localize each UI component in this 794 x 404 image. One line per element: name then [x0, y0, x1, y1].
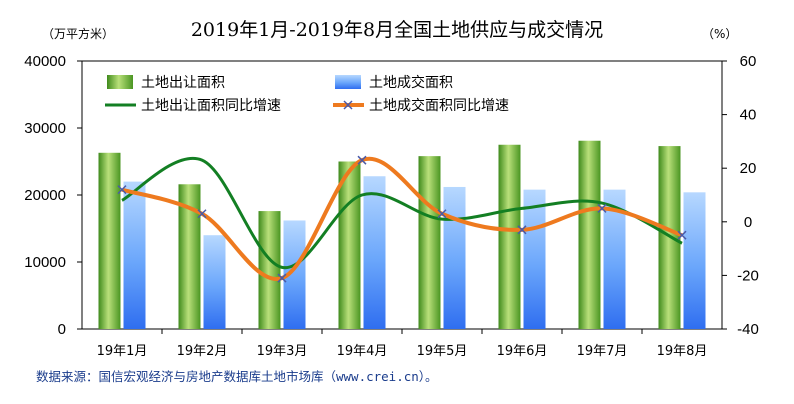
- marker-deal-growth-1: [117, 185, 127, 195]
- ticks-group: 0 10000 20000 30000 40000 -40 -20 0 20 40 60 19年1月 1…: [24, 53, 759, 359]
- right-tick-label: -20: [737, 267, 759, 284]
- bar-6-land-supply: [498, 144, 521, 329]
- right-tick-label: 0: [744, 214, 752, 231]
- marker-deal-growth-3: [277, 273, 287, 283]
- left-tick-label: 0: [58, 321, 66, 338]
- legend-swatch-bar1: [107, 75, 133, 89]
- right-tick-label: 20: [740, 160, 757, 177]
- category-label-2: 19年2月: [177, 344, 228, 359]
- left-tick-label: 30000: [24, 120, 66, 137]
- legend-label-line2: 土地成交面积同比增速: [369, 97, 509, 114]
- left-tick-label: 40000: [24, 53, 66, 70]
- legend: 土地出让面积 土地成交面积 土地出让面积同比增速 土地成交面积同比增速: [105, 74, 509, 114]
- right-axis-unit: （%）: [702, 27, 737, 41]
- line-land-supply-growth: [121, 156, 683, 269]
- line-land-deal-growth: [121, 156, 683, 281]
- category-label-8: 19年8月: [657, 344, 708, 359]
- marker-deal-growth-5: [437, 209, 447, 219]
- legend-marker-line2: [343, 100, 353, 110]
- bar-3-land-deal: [283, 220, 306, 329]
- bar-8-land-deal: [683, 192, 706, 329]
- right-tick-label: 60: [740, 53, 757, 70]
- left-tick-label: 10000: [24, 254, 66, 271]
- marker-deal-growth-7: [597, 203, 607, 213]
- bar-2-land-supply: [178, 184, 201, 329]
- bar-3-land-supply: [258, 211, 281, 329]
- bar-4-land-deal: [363, 176, 386, 329]
- bar-2-land-deal: [203, 235, 226, 329]
- category-label-3: 19年3月: [257, 344, 308, 359]
- right-tick-label: -40: [737, 321, 759, 338]
- marker-deal-growth-4: [357, 155, 367, 165]
- category-label-5: 19年5月: [417, 344, 468, 359]
- category-label-1: 19年1月: [97, 344, 148, 359]
- bar-5-land-supply: [418, 156, 441, 329]
- legend-label-bar1: 土地出让面积: [141, 75, 225, 91]
- legend-swatch-bar2: [335, 75, 361, 89]
- marker-deal-growth-6: [517, 225, 527, 235]
- bar-5-land-deal: [443, 186, 466, 329]
- category-label-7: 19年7月: [577, 344, 628, 359]
- legend-label-bar2: 土地成交面积: [369, 74, 453, 91]
- category-label-6: 19年6月: [497, 344, 548, 359]
- marker-deal-growth-2: [197, 209, 207, 219]
- marker-deal-growth-8: [677, 230, 687, 240]
- category-label-4: 19年4月: [337, 344, 388, 359]
- bar-6-land-deal: [523, 189, 546, 329]
- bar-4-land-supply: [338, 161, 361, 329]
- lines-group: [117, 155, 687, 283]
- chart-title: 2019年1月-2019年8月全国土地供应与成交情况: [191, 19, 603, 41]
- legend-label-line1: 土地出让面积同比增速: [141, 98, 281, 114]
- right-tick-label: 40: [740, 107, 757, 124]
- left-tick-label: 20000: [24, 187, 66, 204]
- bar-1-land-supply: [98, 152, 121, 329]
- left-axis-unit: （万平方米）: [42, 26, 114, 41]
- bars-group: [98, 140, 706, 329]
- bar-7-land-deal: [603, 189, 626, 329]
- bar-1-land-deal: [123, 181, 146, 329]
- source-note: 数据来源：国信宏观经济与房地产数据库土地市场库（www.crei.cn）。: [36, 369, 438, 384]
- bar-7-land-supply: [578, 140, 601, 329]
